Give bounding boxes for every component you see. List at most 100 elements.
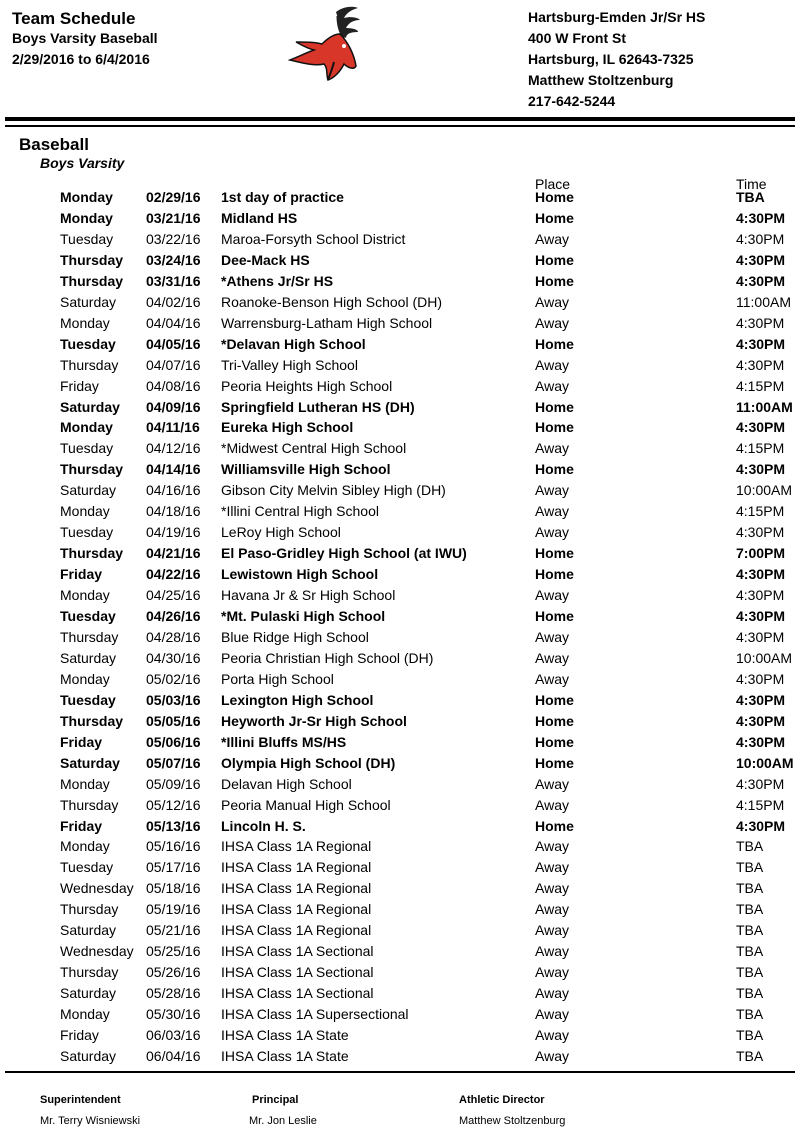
time-cell: 4:30PM <box>736 670 785 687</box>
place-cell: Home <box>535 566 574 583</box>
table-row: Tuesday 05/17/16 IHSA Class 1A Regional Awa… <box>0 857 800 878</box>
footer-divider <box>5 1071 795 1073</box>
principal-label: Principal <box>252 1094 299 1106</box>
opponent-cell: Heyworth Jr-Sr High School <box>221 712 407 729</box>
opponent-cell: *Midwest Central High School <box>221 440 407 457</box>
table-row: Friday 04/22/16 Lewistown High School Home 4… <box>0 564 800 585</box>
time-cell: 4:15PM <box>736 796 785 813</box>
day-cell: Saturday <box>60 482 117 499</box>
date-cell: 04/22/16 <box>146 566 201 583</box>
day-cell: Monday <box>60 189 113 205</box>
table-row: Monday 04/25/16 Havana Jr & Sr High School… <box>0 585 800 606</box>
opponent-cell: IHSA Class 1A Regional <box>221 901 372 918</box>
date-cell: 05/06/16 <box>146 733 201 750</box>
date-cell: 03/22/16 <box>146 230 201 247</box>
time-cell: TBA <box>736 859 764 876</box>
place-cell: Away <box>535 1027 569 1043</box>
table-row: Thursday 05/19/16 IHSA Class 1A Regional Aw… <box>0 899 800 920</box>
place-cell: Away <box>535 943 569 960</box>
table-row: Friday 04/08/16 Peoria Heights High School… <box>0 376 800 397</box>
place-cell: Away <box>535 587 569 604</box>
deer-logo-icon <box>288 6 360 81</box>
table-row: Saturday 04/30/16 Peoria Christian High Sc… <box>0 648 800 669</box>
day-cell: Saturday <box>60 1047 117 1064</box>
place-cell: Away <box>535 230 569 247</box>
opponent-cell: IHSA Class 1A Regional <box>221 880 372 897</box>
table-row: Monday 04/18/16 *Illini Central High Schoo… <box>0 501 800 522</box>
day-cell: Monday <box>60 314 110 331</box>
table-row: Saturday 05/28/16 IHSA Class 1A Sectional A… <box>0 983 800 1004</box>
place-cell: Away <box>535 1047 569 1064</box>
opponent-cell: Peoria Christian High School (DH) <box>221 649 434 666</box>
table-row: Thursday 04/14/16 Williamsville High Schoo… <box>0 459 800 480</box>
day-cell: Friday <box>60 377 99 394</box>
time-cell: 4:30PM <box>736 461 786 478</box>
opponent-cell: IHSA Class 1A Regional <box>221 922 372 939</box>
table-row: Saturday 04/02/16 Roanoke-Benson High Scho… <box>0 292 800 313</box>
place-cell: Away <box>535 880 569 897</box>
header-divider-thick <box>5 117 795 121</box>
opponent-cell: IHSA Class 1A Sectional <box>221 985 374 1002</box>
day-cell: Thursday <box>60 901 119 918</box>
time-column-header: Time <box>736 176 767 192</box>
day-cell: Saturday <box>60 649 117 666</box>
opponent-cell: El Paso-Gridley High School (at IWU) <box>221 545 467 562</box>
time-cell: 4:30PM <box>736 691 786 708</box>
time-cell: 4:30PM <box>736 608 786 624</box>
opponent-cell: Delavan High School <box>221 775 352 792</box>
place-cell: Away <box>535 524 569 541</box>
date-cell: 05/19/16 <box>146 901 201 918</box>
time-cell: TBA <box>736 880 764 897</box>
opponent-cell: *Athens Jr/Sr HS <box>221 272 334 289</box>
place-cell: Away <box>535 859 569 876</box>
opponent-cell: Lexington High School <box>221 691 374 708</box>
opponent-cell: Olympia High School (DH) <box>221 754 396 771</box>
contact-name: Matthew Stoltzenburg <box>528 72 674 88</box>
time-cell: 4:30PM <box>736 587 785 604</box>
date-cell: 05/26/16 <box>146 964 201 981</box>
time-cell: TBA <box>736 985 764 1002</box>
date-cell: 05/18/16 <box>146 880 201 897</box>
opponent-cell: Williamsville High School <box>221 461 391 478</box>
date-cell: 05/05/16 <box>146 712 201 729</box>
opponent-cell: IHSA Class 1A State <box>221 1047 349 1064</box>
day-cell: Saturday <box>60 398 120 415</box>
time-cell: TBA <box>736 1027 764 1043</box>
date-cell: 04/11/16 <box>146 419 200 436</box>
date-cell: 03/31/16 <box>146 272 201 289</box>
opponent-cell: Maroa-Forsyth School District <box>221 230 406 247</box>
opponent-cell: Tri-Valley High School <box>221 356 358 373</box>
place-cell: Away <box>535 356 569 373</box>
time-cell: 4:30PM <box>736 566 786 583</box>
place-cell: Home <box>535 461 574 478</box>
date-cell: 05/30/16 <box>146 1006 201 1023</box>
time-cell: TBA <box>736 189 765 205</box>
day-cell: Wednesday <box>60 943 134 960</box>
place-cell: Away <box>535 482 569 499</box>
day-cell: Monday <box>60 838 110 855</box>
time-cell: TBA <box>736 964 764 981</box>
table-row: Thursday 04/21/16 El Paso-Gridley High Sch… <box>0 543 800 564</box>
date-cell: 04/28/16 <box>146 628 201 645</box>
opponent-cell: Dee-Mack HS <box>221 251 310 268</box>
time-cell: TBA <box>736 1047 764 1064</box>
date-cell: 05/17/16 <box>146 859 201 876</box>
table-row: Thursday 04/07/16 Tri-Valley High School Aw… <box>0 355 800 376</box>
table-row: Monday 05/30/16 IHSA Class 1A Supersection… <box>0 1004 800 1025</box>
date-cell: 04/12/16 <box>146 440 201 457</box>
date-cell: 04/25/16 <box>146 587 201 604</box>
opponent-cell: Roanoke-Benson High School (DH) <box>221 293 442 310</box>
time-cell: 4:30PM <box>736 712 786 729</box>
opponent-cell: LeRoy High School <box>221 524 341 541</box>
time-cell: 4:30PM <box>736 775 785 792</box>
date-cell: 04/09/16 <box>146 398 201 415</box>
day-cell: Tuesday <box>60 524 114 541</box>
table-row: Thursday 05/12/16 Peoria Manual High Schoo… <box>0 795 800 816</box>
superintendent-label: Superintendent <box>40 1094 121 1106</box>
place-cell: Away <box>535 838 569 855</box>
opponent-cell: IHSA Class 1A Regional <box>221 838 372 855</box>
table-row: Monday 05/09/16 Delavan High School Away 4:3… <box>0 774 800 795</box>
date-cell: 03/21/16 <box>146 209 201 226</box>
place-cell: Home <box>535 817 574 834</box>
day-cell: Tuesday <box>60 230 114 247</box>
